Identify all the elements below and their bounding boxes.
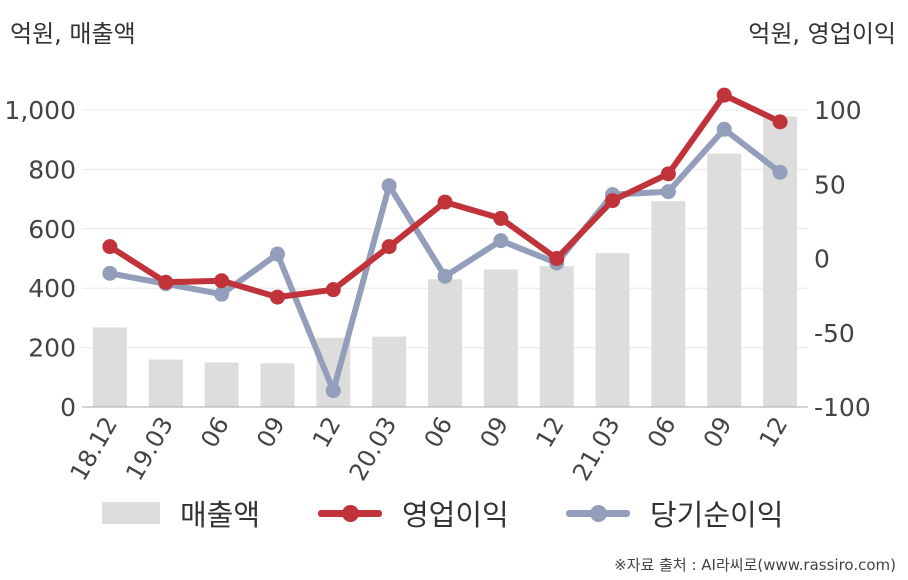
x-tick-label: 20.03 (344, 412, 403, 486)
x-tick-label: 09 (251, 412, 291, 452)
point-operating-profit (772, 114, 788, 130)
bar-revenue (651, 201, 686, 407)
point-operating-profit (716, 87, 732, 103)
point-operating-profit (269, 289, 285, 305)
x-tick-label: 09 (475, 412, 515, 452)
right-tick-label: -50 (814, 319, 855, 348)
legend: 매출액 영업이익 당기순이익 (0, 488, 908, 538)
point-operating-profit (158, 274, 174, 290)
bar-revenue (428, 279, 462, 407)
point-net-income (214, 286, 230, 302)
legend-label-operating-profit: 영업이익 (402, 498, 509, 532)
bar-revenue (707, 153, 742, 407)
legend-label-net-income: 당기순이익 (650, 498, 784, 532)
legend-label-revenue: 매출액 (180, 498, 261, 532)
point-net-income (381, 178, 397, 194)
point-net-income (660, 184, 676, 200)
left-axis-unit: 억원, 매출액 (10, 20, 136, 48)
legend-swatch-operating-profit (318, 502, 382, 524)
left-tick-label: 800 (28, 155, 76, 184)
point-operating-profit (549, 251, 565, 266)
right-tick-label: 100 (814, 96, 862, 125)
left-tick-label: 600 (28, 215, 76, 244)
legend-item-operating-profit: 영업이익 (318, 488, 509, 538)
x-tick-label: 06 (419, 412, 459, 452)
right-tick-label: -100 (814, 393, 871, 422)
point-net-income (716, 121, 732, 137)
left-tick-label: 400 (28, 274, 76, 303)
left-tick-label: 0 (60, 393, 76, 422)
legend-item-revenue: 매출액 (102, 488, 260, 538)
combo-chart: 0 200 400 600 800 1,000 -100 -50 0 50 100 18.1219.0… (4, 87, 871, 486)
right-tick-label: 0 (814, 245, 830, 274)
right-axis-unit: 억원, 영업이익 (748, 20, 896, 48)
point-operating-profit (381, 239, 397, 255)
x-tick-label: 06 (642, 412, 682, 452)
source-note: ※자료 출처 : AI라씨로(www.rassiro.com) (614, 556, 896, 574)
point-net-income (102, 265, 118, 281)
x-tick-label: 18.12 (65, 412, 124, 486)
point-net-income (493, 233, 509, 249)
point-net-income (772, 164, 788, 180)
left-tick-label: 1,000 (4, 96, 76, 125)
legend-item-net-income: 당기순이익 (566, 488, 783, 538)
bar-revenue (92, 327, 127, 407)
bar-revenue (260, 363, 295, 407)
point-net-income (325, 383, 341, 399)
point-operating-profit (102, 239, 118, 255)
x-tick-label: 12 (530, 412, 570, 452)
point-operating-profit (214, 273, 230, 289)
point-net-income (269, 246, 285, 262)
point-operating-profit (437, 194, 453, 210)
x-tick-label: 06 (195, 412, 235, 452)
bar-revenue (372, 336, 407, 407)
legend-swatch-revenue (102, 502, 160, 524)
bar-revenue (204, 362, 239, 407)
point-net-income (437, 268, 453, 284)
bar-revenue (148, 359, 183, 407)
x-tick-label: 19.03 (120, 412, 179, 486)
bar-revenue (595, 253, 630, 407)
legend-swatch-net-income (566, 502, 630, 524)
x-tick-label: 09 (698, 412, 738, 452)
bar-revenue (539, 266, 574, 407)
x-tick-label: 21.03 (567, 412, 626, 486)
x-tick-label: 12 (754, 412, 794, 452)
x-tick-label: 12 (307, 412, 347, 452)
right-tick-label: 50 (814, 170, 846, 199)
point-operating-profit (325, 282, 341, 298)
point-operating-profit (493, 210, 509, 226)
point-operating-profit (660, 166, 676, 182)
bar-revenue (483, 269, 518, 407)
left-tick-label: 200 (28, 334, 76, 363)
point-operating-profit (605, 193, 621, 209)
